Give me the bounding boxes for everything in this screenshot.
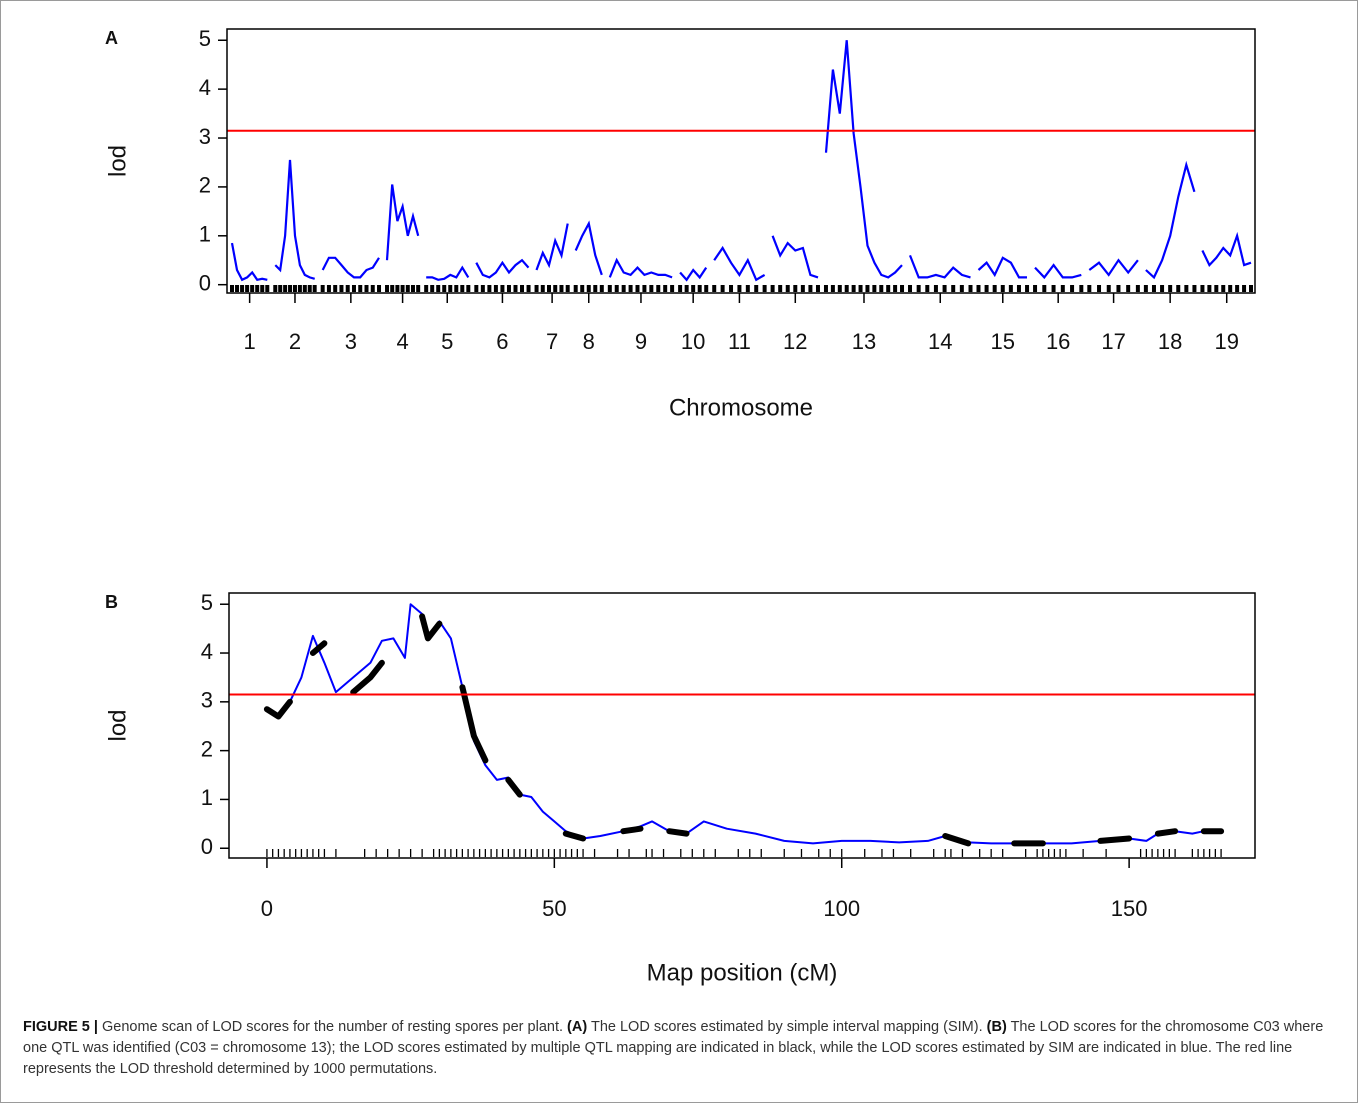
lod-line (679, 266, 708, 282)
y-tick-label: 1 (199, 222, 211, 247)
x-tick-label: 100 (823, 896, 860, 921)
lod-line (475, 258, 530, 279)
caption-text: The LOD scores for the chromosome C03 wh… (23, 1019, 1324, 1077)
caption-label: FIGURE 5 | (23, 1019, 98, 1035)
x-axis-label: Map position (cM) (647, 959, 838, 986)
panel-label: B (105, 592, 118, 612)
x-tick-label: 1 (244, 329, 256, 354)
y-tick-label: 5 (199, 26, 211, 51)
lod-line (385, 184, 420, 261)
x-axis-label: Chromosome (669, 394, 813, 421)
caption-text: (A) (567, 1019, 588, 1035)
lod-line (771, 235, 819, 279)
lod-line (321, 256, 380, 279)
y-tick-label: 5 (201, 590, 213, 615)
y-tick-label: 3 (201, 688, 213, 713)
y-tick-label: 3 (199, 124, 211, 149)
y-tick-label: 2 (199, 173, 211, 198)
x-tick-label: 3 (345, 329, 357, 354)
y-tick-label: 1 (201, 785, 213, 810)
lod-line (1201, 231, 1252, 268)
y-tick-label: 0 (201, 834, 213, 859)
lod-line (230, 242, 268, 282)
lod-line (713, 245, 766, 282)
x-tick-label: 17 (1101, 329, 1125, 354)
lod-line (824, 40, 903, 279)
x-tick-label: 5 (441, 329, 453, 354)
x-tick-label: 15 (991, 329, 1015, 354)
x-tick-label: 18 (1158, 329, 1182, 354)
x-tick-label: 12 (783, 329, 807, 354)
x-tick-label: 4 (396, 329, 408, 354)
lod-line (274, 159, 315, 280)
x-tick-label: 0 (261, 896, 273, 921)
lod-line (608, 257, 673, 279)
lod-line (535, 223, 569, 271)
x-tick-label: 7 (546, 329, 558, 354)
y-axis-label: lod (104, 709, 131, 741)
x-tick-label: 2 (289, 329, 301, 354)
plot-box (226, 28, 1256, 294)
y-axis-label: lod (104, 145, 131, 177)
lod-line (263, 613, 1225, 847)
caption-text: (B) (986, 1019, 1007, 1035)
x-tick-label: 10 (681, 329, 705, 354)
x-tick-label: 14 (928, 329, 952, 354)
panel-label: A (105, 28, 118, 48)
x-tick-label: 16 (1046, 329, 1070, 354)
caption-text: The LOD scores estimated by simple inter… (590, 1019, 983, 1035)
y-tick-label: 2 (201, 736, 213, 761)
y-tick-label: 4 (199, 75, 211, 100)
lod-line (574, 220, 603, 276)
y-tick-label: 4 (201, 639, 213, 664)
lod-line (426, 265, 470, 281)
x-tick-label: 150 (1111, 896, 1148, 921)
caption-text: Genome scan of LOD scores for the number… (102, 1019, 564, 1035)
x-tick-label: 11 (728, 329, 751, 354)
lod-line (265, 603, 1223, 845)
x-tick-label: 6 (496, 329, 508, 354)
plot-box (228, 592, 1256, 859)
x-tick-label: 19 (1214, 329, 1238, 354)
lod-line (977, 256, 1027, 279)
caption: FIGURE 5 | Genome scan of LOD scores for… (23, 1017, 1333, 1080)
y-tick-label: 0 (199, 271, 211, 296)
x-tick-label: 8 (583, 329, 595, 354)
x-tick-label: 9 (635, 329, 647, 354)
lod-line (908, 254, 971, 279)
lod-line (1034, 263, 1082, 280)
x-tick-label: 50 (542, 896, 566, 921)
lod-line (1088, 258, 1139, 277)
lod-line (1145, 160, 1196, 280)
x-tick-label: 13 (852, 329, 876, 354)
